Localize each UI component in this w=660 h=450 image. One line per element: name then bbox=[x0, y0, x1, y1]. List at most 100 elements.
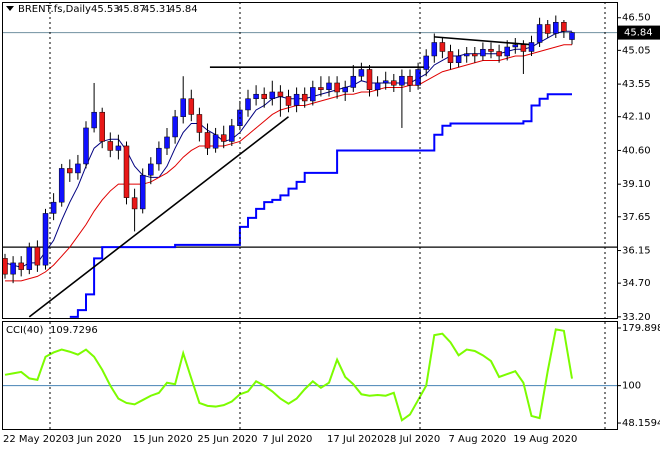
symbol-label: BRENT.fs,Daily bbox=[18, 4, 91, 15]
ohlc-high: 45.87 bbox=[117, 4, 146, 15]
candle-body bbox=[83, 127, 89, 165]
x-tick-label: 28 Jul 2020 bbox=[384, 434, 441, 445]
candle-body bbox=[310, 87, 316, 102]
candle-body bbox=[91, 111, 97, 129]
candle-body bbox=[350, 75, 357, 88]
candle-body bbox=[553, 21, 559, 34]
candle-body bbox=[180, 98, 186, 117]
candle-body bbox=[229, 125, 235, 142]
candle-body bbox=[285, 96, 292, 106]
candle-body bbox=[123, 145, 130, 198]
candle-body bbox=[269, 91, 276, 99]
candle-body bbox=[204, 132, 211, 149]
x-tick-label: 22 May 2020 bbox=[3, 434, 68, 445]
candle-body bbox=[334, 82, 340, 93]
candle-body bbox=[488, 48, 494, 52]
candle-body bbox=[415, 69, 421, 86]
x-tick-label: 15 Jun 2020 bbox=[133, 434, 193, 445]
candle-body bbox=[18, 262, 24, 270]
candle-body bbox=[245, 98, 251, 111]
x-tick-label: 7 Jul 2020 bbox=[262, 434, 312, 445]
candle-body bbox=[496, 51, 502, 57]
candle-body bbox=[480, 48, 486, 57]
candle-body bbox=[382, 80, 389, 84]
candle-body bbox=[34, 246, 41, 266]
price-tag bbox=[618, 25, 660, 40]
candle-body bbox=[342, 87, 348, 93]
ohlc-open: 45.53 bbox=[91, 4, 120, 15]
collapse-arrow[interactable] bbox=[6, 6, 14, 11]
candle-body bbox=[10, 262, 16, 275]
candle-body bbox=[569, 32, 575, 40]
candle-body bbox=[528, 42, 535, 52]
candle-body bbox=[366, 69, 373, 90]
y-tick-label: 40.60 bbox=[622, 145, 651, 156]
y-tick-label: 179.898 bbox=[622, 323, 660, 334]
y-tick-label: 39.10 bbox=[622, 179, 651, 190]
candle-body bbox=[67, 168, 73, 174]
candle-body bbox=[463, 53, 470, 57]
y-tick-label: 37.65 bbox=[622, 212, 651, 223]
candle-body bbox=[318, 87, 324, 90]
candle-body bbox=[447, 51, 454, 63]
candle-body bbox=[164, 136, 170, 149]
candle-body bbox=[58, 168, 65, 203]
candle-body bbox=[131, 197, 138, 210]
candle-body bbox=[504, 46, 510, 57]
indicator-line bbox=[69, 93, 572, 318]
y-tick-label: 42.10 bbox=[622, 112, 651, 123]
y-tick-label: 34.70 bbox=[622, 278, 651, 289]
ohlc-close: 45.84 bbox=[169, 4, 198, 15]
cci-panel-frame bbox=[2, 321, 618, 430]
candle-body bbox=[50, 201, 57, 214]
y-tick-label: 100 bbox=[622, 381, 641, 392]
candle-body bbox=[391, 80, 397, 86]
y-tick-label: 43.55 bbox=[622, 79, 651, 90]
main-panel-frame bbox=[2, 2, 618, 319]
candle-body bbox=[139, 174, 146, 210]
cci-line bbox=[4, 328, 573, 422]
candle-body bbox=[2, 258, 8, 275]
plot-area: 46.50 45.05 43.55 42.10 40.60 39.10 37.65 36.15… bbox=[2, 13, 660, 445]
candle-body bbox=[220, 134, 227, 142]
candle-body bbox=[277, 91, 284, 97]
candle-body bbox=[358, 69, 365, 77]
candle-body bbox=[99, 111, 105, 142]
cci-current: 109.7296 bbox=[50, 325, 98, 336]
candle-body bbox=[399, 75, 405, 86]
candle-body bbox=[326, 82, 332, 90]
candle-body bbox=[423, 55, 429, 70]
y-tick-label: 48.1594 bbox=[622, 418, 660, 429]
candle-body bbox=[431, 42, 438, 57]
candle-body bbox=[455, 55, 462, 63]
trendline bbox=[28, 116, 289, 318]
ohlc-low: 45.31 bbox=[143, 4, 172, 15]
x-tick-label: 7 Aug 2020 bbox=[449, 434, 507, 445]
candle-body bbox=[212, 134, 219, 149]
candle-body bbox=[301, 93, 308, 102]
price-tag-label: 45.84 bbox=[624, 28, 653, 39]
y-tick-label: 45.05 bbox=[622, 45, 651, 56]
cci-title: CCI(40) bbox=[6, 325, 44, 336]
candle-body bbox=[293, 93, 300, 106]
candle-body bbox=[26, 246, 33, 270]
candle-body bbox=[374, 82, 381, 90]
candle-body bbox=[115, 145, 122, 151]
candle-body bbox=[512, 44, 519, 48]
candle-body bbox=[536, 24, 543, 43]
x-tick-label: 17 Jul 2020 bbox=[327, 434, 384, 445]
y-tick-label: 46.50 bbox=[622, 13, 651, 24]
candle-body bbox=[520, 44, 527, 52]
candle-body bbox=[188, 98, 195, 115]
candle-body bbox=[439, 42, 446, 52]
candle-body bbox=[42, 213, 49, 266]
y-tick-label: 36.15 bbox=[622, 246, 651, 257]
candle-body bbox=[261, 93, 267, 99]
x-tick-label: 3 Jun 2020 bbox=[68, 434, 122, 445]
candle-body bbox=[196, 114, 203, 133]
y-tick-label: 33.20 bbox=[622, 312, 651, 323]
candle-body bbox=[472, 53, 478, 57]
candle-body bbox=[172, 116, 178, 138]
